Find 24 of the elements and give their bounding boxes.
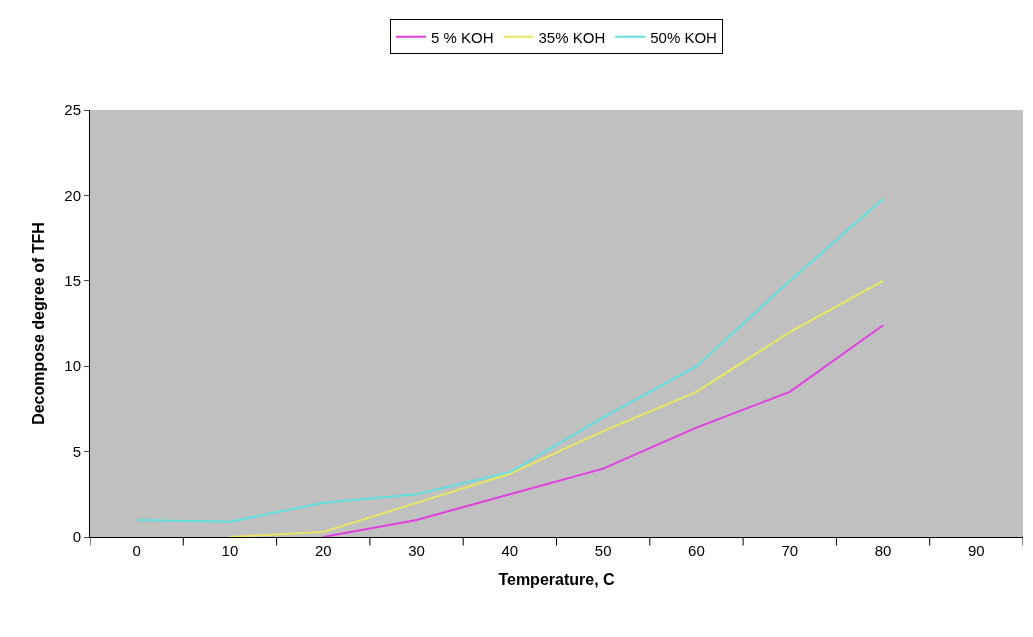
legend-label: 35% KOH — [538, 28, 606, 46]
y-tick-label: 15 — [64, 272, 81, 290]
legend-label: 5 % KOH — [431, 28, 494, 46]
y-axis-title: Decompose degree of TFH — [30, 222, 48, 425]
y-tick-label: 0 — [72, 528, 81, 546]
line-series — [322, 324, 885, 537]
line-series — [135, 197, 885, 523]
y-tick-label: 20 — [64, 186, 81, 204]
legend-label: 50% KOH — [650, 28, 717, 46]
x-tick-label: 40 — [501, 542, 519, 559]
x-tick-label: 60 — [688, 542, 705, 559]
x-tick-label: 30 — [408, 542, 425, 559]
x-tick-label: 50 — [594, 542, 612, 559]
line-series — [228, 279, 885, 537]
x-tick-label: 20 — [314, 542, 332, 559]
y-tick-label: 5 — [72, 442, 81, 460]
x-tick-label: 70 — [781, 542, 799, 559]
y-tick-label: 25 — [64, 101, 81, 119]
x-tick-label: 90 — [968, 542, 985, 559]
x-tick-label: 0 — [132, 542, 141, 559]
x-tick-label: 10 — [221, 542, 239, 559]
x-axis-title: Temperature, C — [498, 570, 616, 588]
x-tick-label: 80 — [874, 542, 892, 559]
y-tick-label: 10 — [64, 357, 81, 375]
